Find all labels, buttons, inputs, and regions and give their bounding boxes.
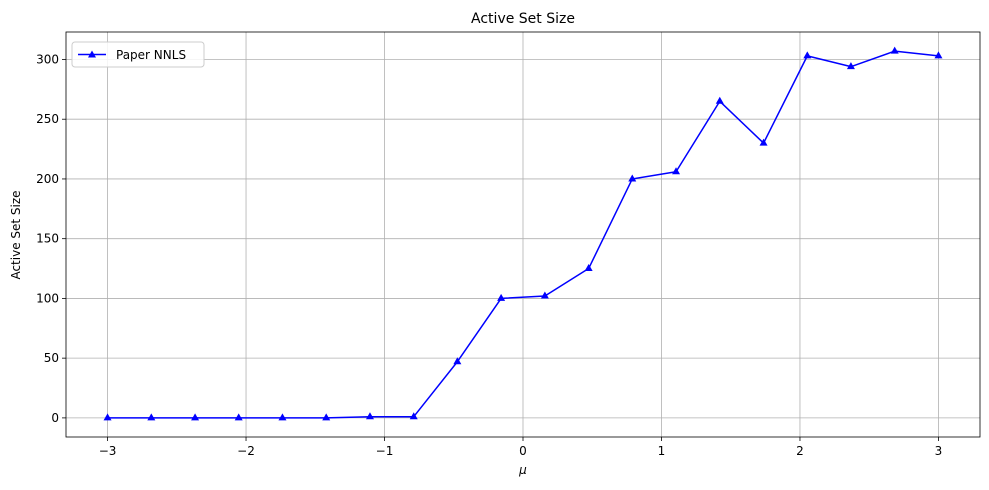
legend-marker-triangle xyxy=(88,50,96,58)
data-point-marker xyxy=(584,264,593,272)
data-point-marker xyxy=(147,413,156,421)
legend: Paper NNLS xyxy=(71,41,205,68)
x-tick-label: 3 xyxy=(935,444,943,458)
legend-box xyxy=(71,41,205,68)
data-point-marker xyxy=(322,413,331,421)
data-point-marker xyxy=(846,62,855,70)
data-point-marker xyxy=(759,138,768,146)
data-point-marker xyxy=(540,291,549,299)
data-point-marker xyxy=(234,413,243,421)
series-line xyxy=(107,50,939,419)
data-point-marker xyxy=(672,167,681,175)
legend-label: Paper NNLS xyxy=(116,48,186,62)
data-point-marker xyxy=(890,46,899,54)
data-point-marker xyxy=(453,357,462,365)
y-tick-label: 200 xyxy=(36,172,59,186)
x-tick-label: −1 xyxy=(376,444,394,458)
y-tick-label: 150 xyxy=(36,232,59,246)
data-point-marker xyxy=(103,413,112,421)
grid xyxy=(66,32,980,437)
x-tick-label: 2 xyxy=(796,444,804,458)
x-tick-label: −3 xyxy=(99,444,117,458)
data-point-marker xyxy=(409,412,418,420)
data-point-marker xyxy=(628,174,637,182)
data-point-marker xyxy=(365,412,374,420)
series-layer xyxy=(103,46,943,421)
data-point-marker xyxy=(715,96,724,104)
plot-frame xyxy=(65,31,981,438)
y-tick-label: 100 xyxy=(36,291,59,305)
x-axis-title: μ xyxy=(518,463,527,477)
y-tick-label: 50 xyxy=(44,351,59,365)
data-point-marker xyxy=(278,413,287,421)
data-point-marker xyxy=(803,51,812,59)
data-point-marker xyxy=(934,51,943,59)
data-point-marker xyxy=(497,293,506,301)
x-tick-label: 1 xyxy=(658,444,666,458)
data-point-marker xyxy=(191,413,200,421)
x-tick-label: −2 xyxy=(237,444,255,458)
y-tick-label: 250 xyxy=(36,112,59,126)
y-axis-title: Active Set Size xyxy=(9,190,23,279)
x-tick-label: 0 xyxy=(519,444,527,458)
y-tick-label: 300 xyxy=(36,52,59,66)
y-tick-label: 0 xyxy=(51,411,59,425)
ticks: −3 −2 −1 0 1 2 3 0 50 100 150 200 250 300 xyxy=(36,52,942,458)
chart-title: Active Set Size xyxy=(471,11,575,27)
